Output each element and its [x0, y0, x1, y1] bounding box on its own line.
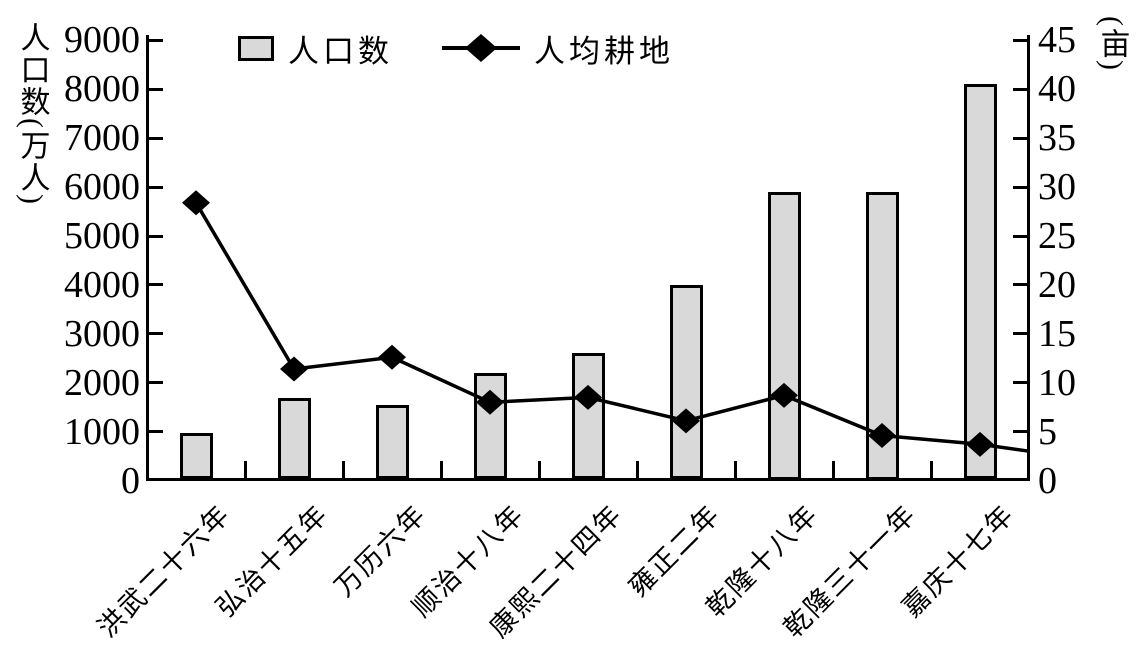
diamond-marker — [672, 408, 700, 434]
y-axis-label-right: 0 — [1038, 459, 1057, 502]
diamond-marker — [378, 344, 406, 370]
legend-item-population: 人口数 — [238, 26, 393, 70]
x-axis-tick — [439, 461, 443, 478]
y-axis-label-left: 4000 — [64, 263, 140, 306]
diamond-marker — [476, 389, 504, 415]
bar-康熙二十四年 — [571, 353, 605, 480]
y-axis-label-right: 25 — [1038, 215, 1076, 257]
y-axis-tick-right — [1013, 87, 1027, 91]
left-axis-title: 人口数(万人) — [15, 22, 49, 206]
x-axis-tick — [831, 461, 835, 478]
diamond-marker — [868, 423, 896, 449]
diamond-marker — [966, 431, 994, 457]
x-axis — [146, 478, 1030, 481]
x-axis-tick — [635, 461, 639, 478]
y-axis-label-left: 7000 — [64, 117, 140, 160]
legend-item-farmland: 人均耕地 — [442, 26, 674, 70]
bar-嘉庆十七年 — [963, 84, 997, 480]
y-axis-tick-left — [149, 332, 163, 336]
x-axis-tick — [929, 461, 933, 478]
farmland-line — [194, 201, 1030, 453]
y-axis-label-left: 1000 — [64, 410, 140, 453]
y-axis-label-left: 2000 — [64, 361, 140, 404]
legend: 人口数 人均耕地 — [0, 26, 1145, 70]
y-axis-label-left: 8000 — [64, 68, 140, 111]
y-axis-tick-left — [149, 234, 163, 238]
y-axis-tick-left — [149, 185, 163, 189]
y-axis-label-right: 45 — [1038, 19, 1076, 62]
y-axis-tick-left — [149, 283, 163, 287]
diamond-marker — [182, 190, 210, 216]
y-axis-tick-left — [149, 381, 163, 385]
diamond-marker — [574, 384, 602, 410]
y-axis-label-right: 35 — [1038, 117, 1076, 160]
bar-乾隆十八年 — [767, 192, 801, 480]
y-axis-label-right: 10 — [1038, 361, 1076, 404]
y-axis-label-left: 5000 — [64, 215, 140, 257]
bar-万历六年 — [375, 404, 409, 480]
diamond-marker — [770, 382, 798, 408]
right-axis-title: (亩) — [1095, 16, 1129, 72]
y-axis-label-right: 15 — [1038, 312, 1076, 355]
y-axis-tick-right — [1013, 136, 1027, 140]
y-axis-label-right: 5 — [1038, 410, 1057, 453]
legend-label-population: 人口数 — [288, 33, 393, 69]
y-axis-tick-right — [1013, 332, 1027, 336]
x-axis-tick — [733, 461, 737, 478]
y-axis-left — [146, 35, 149, 481]
y-axis-right — [1027, 35, 1030, 481]
y-axis-label-left: 3000 — [64, 312, 140, 355]
y-axis-tick-right — [1013, 234, 1027, 238]
legend-label-farmland: 人均耕地 — [534, 33, 674, 69]
bar-洪武二十六年 — [179, 432, 213, 480]
y-axis-tick-left — [149, 136, 163, 140]
x-axis-tick — [243, 461, 247, 478]
y-axis-label-left: 0 — [121, 459, 140, 502]
y-axis-tick-right — [1013, 381, 1027, 385]
line-diamond-swatch-icon — [442, 34, 520, 62]
y-axis-tick-right — [1013, 185, 1027, 189]
y-axis-label-left: 9000 — [64, 19, 140, 62]
y-axis-tick-right — [1013, 430, 1027, 434]
y-axis-tick-left — [149, 430, 163, 434]
y-axis-tick-right — [1013, 283, 1027, 287]
y-axis-label-right: 20 — [1038, 263, 1076, 306]
x-axis-tick — [341, 461, 345, 478]
y-axis-tick-left — [149, 87, 163, 91]
x-axis-tick — [537, 461, 541, 478]
y-axis-label-right: 40 — [1038, 68, 1076, 111]
y-axis-tick-right — [1013, 38, 1027, 42]
bar-swatch-icon — [238, 35, 274, 61]
y-axis-label-right: 30 — [1038, 166, 1076, 209]
bar-雍正二年 — [669, 284, 703, 480]
y-axis-label-left: 6000 — [64, 166, 140, 209]
diamond-marker — [280, 356, 308, 382]
bar-弘治十五年 — [277, 397, 311, 480]
y-axis-tick-left — [149, 38, 163, 42]
